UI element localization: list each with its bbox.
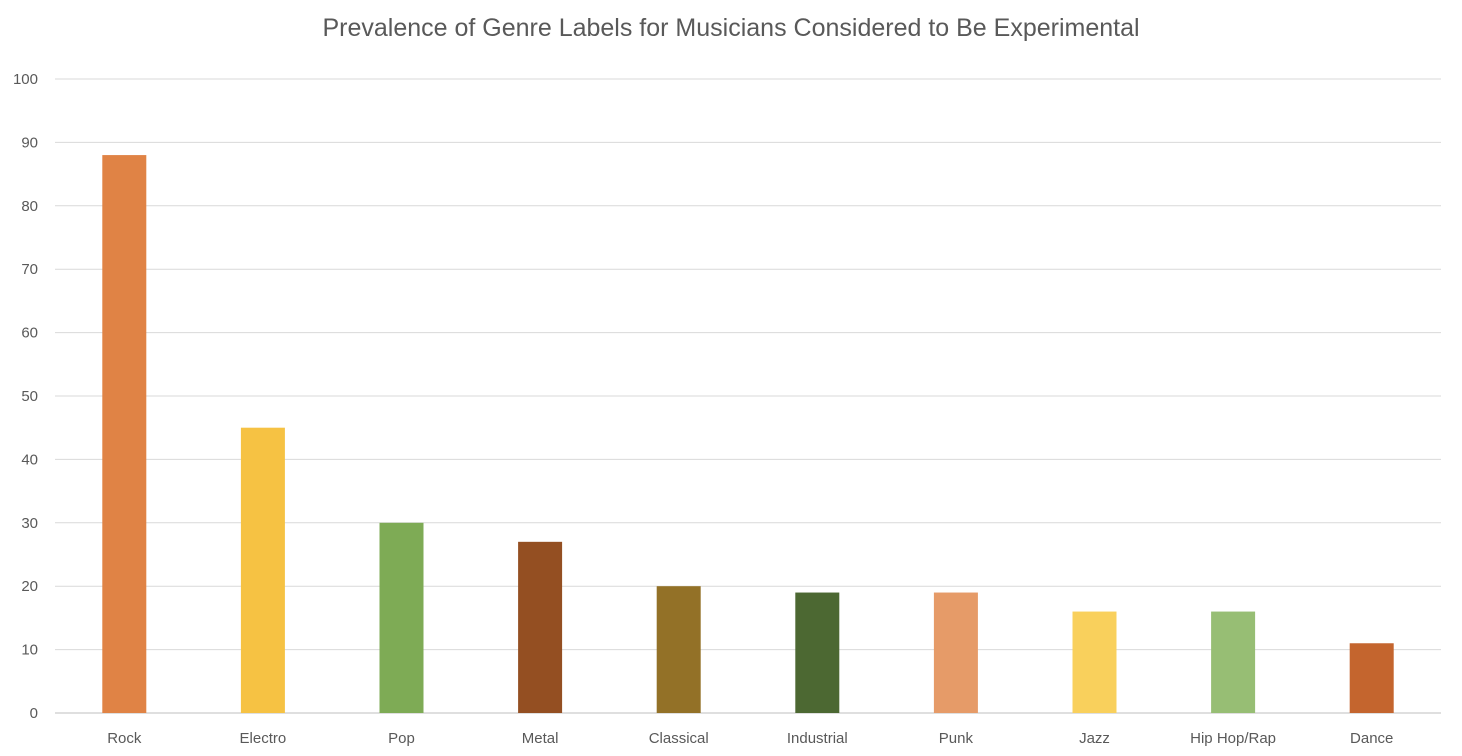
x-tick-label: Jazz xyxy=(1079,730,1110,747)
x-tick-label: Rock xyxy=(107,730,142,747)
bar-hip-hop-rap xyxy=(1211,611,1256,713)
y-tick-label: 90 xyxy=(21,134,38,151)
y-tick-label: 70 xyxy=(21,261,38,278)
x-tick-label: Electro xyxy=(240,730,287,747)
bar-dance xyxy=(1349,643,1394,713)
x-tick-label: Pop xyxy=(388,730,415,747)
y-tick-label: 80 xyxy=(21,198,38,215)
chart-title: Prevalence of Genre Labels for Musicians… xyxy=(322,14,1140,42)
y-tick-label: 100 xyxy=(13,71,38,88)
x-tick-label: Metal xyxy=(522,730,559,747)
bar-pop xyxy=(379,522,424,713)
bar-electro xyxy=(240,427,285,713)
y-tick-label: 0 xyxy=(30,705,38,722)
y-tick-label: 60 xyxy=(21,325,38,342)
x-tick-label: Classical xyxy=(649,730,709,747)
x-tick-label: Industrial xyxy=(787,730,848,747)
x-tick-label: Hip Hop/Rap xyxy=(1190,730,1276,747)
bar-industrial xyxy=(795,592,840,713)
y-tick-label: 20 xyxy=(21,578,38,595)
x-tick-label: Punk xyxy=(939,730,974,747)
y-tick-label: 10 xyxy=(21,642,38,659)
bar-classical xyxy=(656,586,701,713)
x-tick-label: Dance xyxy=(1350,730,1393,747)
y-tick-label: 30 xyxy=(21,515,38,532)
bar-metal xyxy=(518,541,563,713)
y-tick-label: 40 xyxy=(21,451,38,468)
bar-punk xyxy=(933,592,978,713)
bar-jazz xyxy=(1072,611,1117,713)
bar-rock xyxy=(102,155,147,713)
y-tick-label: 50 xyxy=(21,388,38,405)
